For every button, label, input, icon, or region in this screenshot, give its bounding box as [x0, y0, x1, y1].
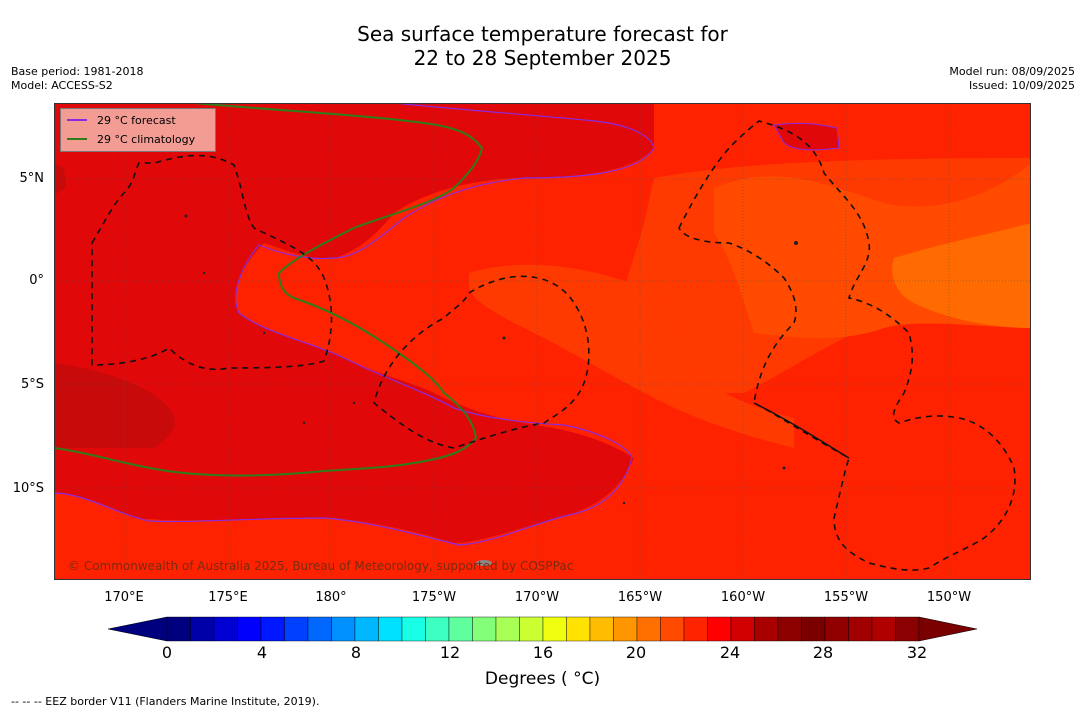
colorbar-cell: [378, 616, 403, 642]
colorbar-cell: [848, 616, 873, 642]
colorbar-cell: [401, 616, 426, 642]
colorbar-tick: 8: [350, 643, 362, 662]
colorbar-cell: [354, 616, 379, 642]
lon-label: 175°E: [208, 590, 248, 605]
model-name: Model: ACCESS-S2: [11, 79, 113, 92]
eez-border-east: [678, 120, 1016, 571]
contour-legend: 29 °C forecast 29 °C climatology: [60, 108, 216, 152]
lon-label: 175°W: [411, 590, 457, 605]
colorbar-cells: [166, 616, 920, 642]
colorbar-title: Degrees ( °C): [484, 669, 601, 689]
eez-footnote: -- -- -- EEZ border V11 (Flanders Marine…: [11, 695, 320, 708]
colorbar-cell: [754, 616, 779, 642]
colorbar-cell: [284, 616, 309, 642]
island-markers: [184, 214, 798, 566]
colorbar-tick: 24: [719, 643, 741, 662]
colorbar-cell: [871, 616, 896, 642]
lon-label: 180°: [315, 590, 347, 605]
issued-date: Issued: 10/09/2025: [968, 79, 1075, 92]
lat-label: 10°S: [12, 481, 44, 496]
colorbar-cell: [260, 616, 285, 642]
colorbar-cell: [495, 616, 520, 642]
eez-border-west: [91, 154, 333, 371]
colorbar-cell: [824, 616, 849, 642]
lat-label: 5°S: [20, 377, 44, 392]
colorbar-tick: 32: [906, 643, 928, 662]
colorbar-cell: [660, 616, 685, 642]
colorbar-cell: [213, 616, 238, 642]
lat-label: 5°N: [19, 171, 45, 186]
colorbar-over-arrow: [918, 616, 978, 642]
copyright-notice: © Commonwealth of Australia 2025, Bureau…: [68, 559, 574, 573]
colorbar-cell: [777, 616, 802, 642]
colorbar-tick: 4: [256, 643, 268, 662]
colorbar-cell: [589, 616, 614, 642]
colorbar-cell: [895, 616, 920, 642]
eez-border-solid-segment: [753, 402, 850, 459]
meta-left: Base period: 1981-2018 Model: ACCESS-S2: [11, 65, 143, 93]
colorbar: [108, 616, 978, 642]
colorbar-cell: [448, 616, 473, 642]
legend-forecast-label: 29 °C forecast: [97, 113, 176, 127]
graticule: [54, 103, 1031, 580]
colorbar-tick: 28: [812, 643, 834, 662]
lon-label: 160°W: [720, 590, 766, 605]
colorbar-cell: [331, 616, 356, 642]
legend-climatology-label: 29 °C climatology: [97, 132, 196, 146]
colorbar-tick: 0: [161, 643, 173, 662]
colorbar-cell: [425, 616, 450, 642]
region-29c-northeast: [773, 122, 840, 151]
colorbar-cell: [636, 616, 661, 642]
colorbar-tick: 16: [532, 643, 554, 662]
legend-forecast-row: 29 °C forecast: [67, 112, 176, 128]
colorbar-cell: [542, 616, 567, 642]
title-line-2: 22 to 28 September 2025: [413, 46, 672, 70]
colorbar-cell: [190, 616, 215, 642]
colorbar-cell: [683, 616, 708, 642]
lon-label: 150°W: [926, 590, 972, 605]
colorbar-cell: [801, 616, 826, 642]
climatology-29c-contour: [54, 103, 484, 477]
climatology-line-swatch: [67, 138, 87, 140]
model-run: Model run: 08/09/2025: [949, 65, 1075, 78]
forecast-line-swatch: [67, 119, 87, 121]
colorbar-cell: [307, 616, 332, 642]
colorbar-cell: [237, 616, 262, 642]
sst-map: [54, 103, 1031, 580]
meta-right: Model run: 08/09/2025 Issued: 10/09/2025: [949, 65, 1075, 93]
legend-climatology-row: 29 °C climatology: [67, 131, 195, 147]
colorbar-cell: [707, 616, 732, 642]
region-27c: [892, 223, 1031, 328]
colorbar-under-arrow: [108, 616, 168, 642]
base-period: Base period: 1981-2018: [11, 65, 144, 78]
forecast-29c-contour: [54, 103, 655, 546]
title-line-1: Sea surface temperature forecast for: [357, 22, 728, 46]
lon-label: 170°E: [104, 590, 144, 605]
colorbar-cell: [472, 616, 497, 642]
eez-border-central: [373, 275, 590, 449]
colorbar-cell: [519, 616, 544, 642]
lon-label: 170°W: [514, 590, 560, 605]
lon-label: 165°W: [617, 590, 663, 605]
lat-label: 0°: [29, 273, 44, 288]
map-title: Sea surface temperature forecast for 22 …: [0, 22, 1085, 70]
colorbar-cell: [566, 616, 591, 642]
colorbar-tick: 20: [625, 643, 647, 662]
colorbar-cell: [613, 616, 638, 642]
region-28c-central: [469, 264, 794, 448]
colorbar-tick: 12: [439, 643, 461, 662]
colorbar-cell: [730, 616, 755, 642]
map-frame: [54, 103, 1031, 580]
lon-label: 155°W: [823, 590, 869, 605]
colorbar-cell: [166, 616, 191, 642]
